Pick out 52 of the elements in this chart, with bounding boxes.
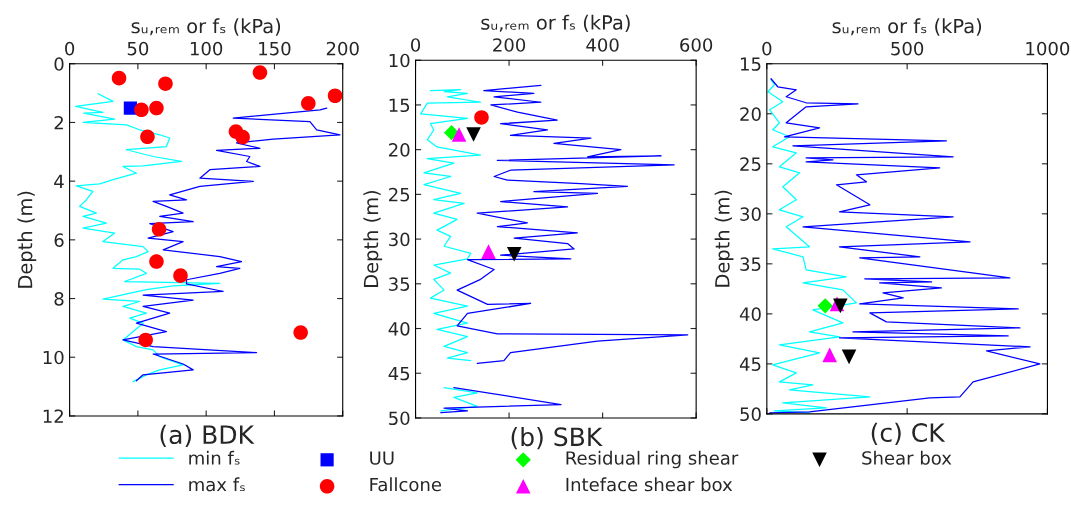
y-tick-label: 10	[43, 350, 64, 365]
y-tick-label: 12	[43, 409, 63, 423]
x-tick-label: 50	[127, 41, 149, 56]
x-tick-label: 200	[493, 38, 526, 52]
y-tick-label: 20	[740, 107, 761, 121]
y-tick-label: 25	[740, 157, 761, 171]
x-tick-label: 1000	[1026, 41, 1070, 56]
y-tick-label: 2	[54, 115, 63, 130]
y-tick-label: 40	[388, 321, 410, 336]
y-tick-label: 10	[389, 53, 410, 68]
y-tick-label: 15	[389, 98, 410, 113]
y-tick-label: 40	[739, 307, 761, 321]
legend-label: Shear box	[862, 450, 952, 465]
legend-label: max fₛ	[189, 477, 245, 492]
y-tick-label: 35	[389, 277, 410, 291]
x-tick-label: 100	[190, 41, 223, 56]
x-tick-label: 0	[410, 38, 421, 52]
y-tick-label: 30	[740, 207, 761, 221]
y-axis-title: Depth (m)	[17, 191, 37, 288]
x-tick-label: 0	[65, 41, 75, 56]
x-tick-label: 500	[891, 41, 924, 56]
y-tick-label: 0	[54, 57, 64, 71]
legend-label: UU	[370, 451, 394, 465]
x-tick-label: 400	[586, 38, 619, 52]
legend-label: Residual ring shear	[566, 450, 739, 469]
y-tick-label: 15	[740, 57, 761, 71]
y-tick-label: 50	[740, 407, 761, 422]
x-tick-label: 200	[326, 41, 359, 56]
y-tick-label: 30	[389, 232, 410, 247]
x-tick-label: 600	[680, 38, 713, 52]
y-tick-label: 50	[389, 411, 410, 426]
x-axis-title: sᵤ,ᵣₑₘ or fₛ (kPa)	[131, 18, 281, 36]
y-tick-label: 8	[54, 292, 64, 306]
legend-label: Inteface shear box	[566, 477, 733, 492]
y-tick-label: 4	[54, 174, 64, 189]
y-axis-title: Depth (m)	[714, 190, 734, 287]
y-tick-label: 25	[389, 187, 410, 202]
x-axis-title: sᵤ,ᵣₑₘ or fₛ (kPa)	[481, 14, 630, 33]
y-tick-label: 45	[388, 366, 410, 381]
text: (a) BDK	[160, 424, 255, 448]
legend-label: min fₛ	[189, 450, 240, 465]
legend-label: Fallcone	[370, 477, 442, 492]
y-axis-title: Depth (m)	[363, 191, 383, 287]
text: (c) CK	[871, 422, 946, 445]
text: (b) SBK	[511, 426, 603, 450]
x-tick-label: 150	[259, 41, 291, 56]
x-axis-title: sᵤ,ᵣₑₘ or fₛ (kPa)	[832, 18, 982, 36]
x-tick-label: 0	[762, 41, 772, 56]
y-tick-label: 35	[740, 257, 761, 271]
y-tick-label: 45	[739, 357, 761, 371]
y-tick-label: 20	[389, 143, 410, 157]
y-tick-label: 6	[54, 233, 64, 247]
